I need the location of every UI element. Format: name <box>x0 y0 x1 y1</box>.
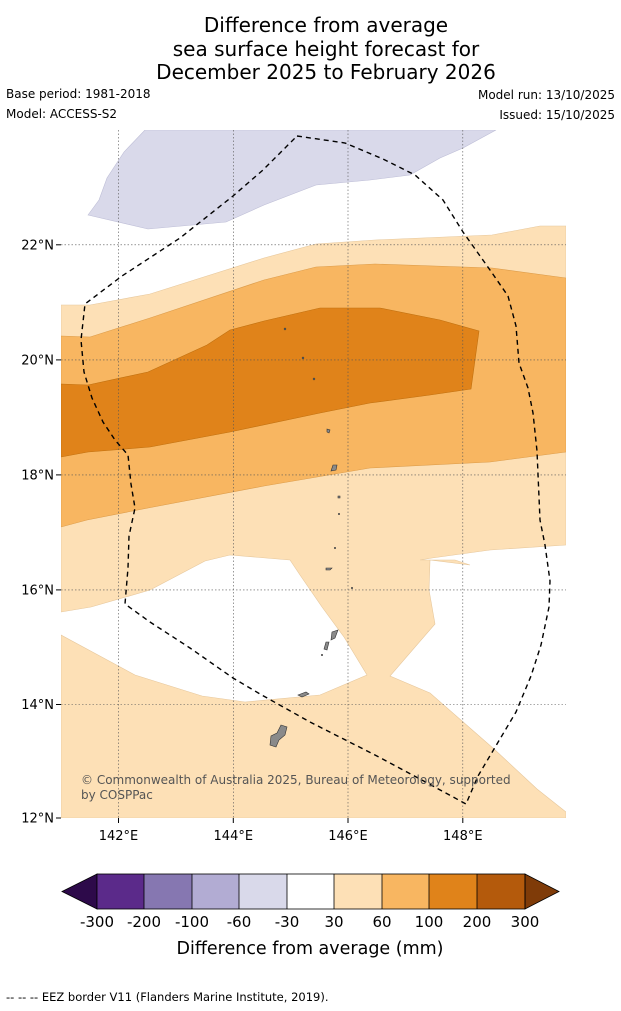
anatahan-island <box>325 567 333 571</box>
mariana-islands <box>269 327 353 748</box>
title-line-3: December 2025 to February 2026 <box>156 60 496 84</box>
colorbar-label: -60 <box>227 913 252 931</box>
colorbar-extend-low <box>61 873 98 910</box>
lat-tick-label: 12°N <box>21 812 54 827</box>
model-name: Model: ACCESS-S2 <box>6 107 118 121</box>
colorbar-label: 100 <box>415 913 444 931</box>
pagan-island <box>330 464 338 472</box>
lat-tick-label: 16°N <box>21 584 54 599</box>
small-islet <box>350 586 353 589</box>
colorbar-label: 60 <box>372 913 391 931</box>
colorbar-label: -30 <box>275 913 300 931</box>
colorbar-label: -200 <box>127 913 161 931</box>
lon-tick: 144°E <box>214 818 254 844</box>
tinian-island <box>323 641 330 651</box>
lat-tick: 12°N <box>21 812 61 827</box>
agrihan-island <box>326 428 331 434</box>
lon-tick: 148°E <box>443 818 483 844</box>
rota-island <box>297 691 310 698</box>
colorbar-label: 30 <box>324 913 343 931</box>
small-islet <box>320 653 323 656</box>
colorbar-segment <box>382 874 429 909</box>
saipan-island <box>330 629 339 641</box>
lat-tick: 14°N <box>21 698 61 713</box>
chart-title: Difference from average sea surface heig… <box>0 13 621 85</box>
contour-100-to-200 <box>61 307 480 458</box>
lat-tick: 22°N <box>21 239 61 254</box>
lat-tick: 20°N <box>21 354 61 369</box>
lon-tick-label: 142°E <box>99 829 139 844</box>
colorbar-segment <box>334 874 382 909</box>
sea-surface-height-map: © Commonwealth of Australia 2025, Bureau… <box>21 130 566 959</box>
copyright-line-2: by COSPPac <box>81 788 153 802</box>
colorbar-segment <box>477 874 525 909</box>
contour-minus-60-to-minus-30 <box>87 130 497 230</box>
title-line-2: sea surface height forecast for <box>172 36 480 61</box>
colorbar-label: 200 <box>463 913 492 931</box>
lat-tick: 16°N <box>21 584 61 599</box>
eez-legend-note: -- -- -- EEZ border V11 (Flanders Marine… <box>6 990 329 1004</box>
lon-tick-label: 144°E <box>214 829 254 844</box>
lat-axis: 22°N 20°N 18°N 16°N 14°N 12°N <box>21 239 61 827</box>
lon-axis: 142°E 144°E 146°E 148°E <box>99 818 483 844</box>
colorbar-extend-high <box>524 873 560 910</box>
colorbar-segment <box>144 874 192 909</box>
map-plot-area: © Commonwealth of Australia 2025, Bureau… <box>61 130 566 818</box>
model-run: Model run: 13/10/2025 <box>477 88 615 102</box>
colorbar-segment <box>239 874 287 909</box>
small-islet <box>301 356 305 360</box>
lat-tick-label: 14°N <box>21 698 54 713</box>
lon-tick: 146°E <box>328 818 368 844</box>
lon-tick: 142°E <box>99 818 139 844</box>
base-period: Base period: 1981-2018 <box>6 87 151 101</box>
colorbar-segment <box>192 874 239 909</box>
small-islet <box>337 512 340 515</box>
alamagan-island <box>337 495 341 499</box>
colorbar-label: -300 <box>80 913 114 931</box>
eez-border <box>80 135 551 805</box>
lat-tick-label: 22°N <box>21 239 54 254</box>
colorbar-segment <box>97 874 144 909</box>
lat-tick-label: 18°N <box>21 469 54 484</box>
colorbar-title: Difference from average (mm) <box>176 939 443 959</box>
map-gridlines <box>61 130 566 818</box>
lon-tick-label: 146°E <box>328 829 368 844</box>
issued-date: Issued: 15/10/2025 <box>499 108 615 122</box>
colorbar-label: -100 <box>175 913 209 931</box>
small-islet <box>333 546 336 549</box>
colorbar-label: 300 <box>511 913 540 931</box>
guam-island <box>269 724 288 748</box>
colorbar-segment <box>287 874 334 909</box>
lon-tick-label: 148°E <box>443 829 483 844</box>
lat-tick-label: 20°N <box>21 354 54 369</box>
lat-tick: 18°N <box>21 469 61 484</box>
small-islet <box>283 327 287 331</box>
title-line-1: Difference from average <box>203 13 449 37</box>
copyright-line-1: © Commonwealth of Australia 2025, Bureau… <box>81 773 511 787</box>
small-islet <box>312 377 316 381</box>
colorbar: -300 -200 -100 -60 -30 30 60 100 200 300… <box>61 873 560 959</box>
colorbar-segment <box>429 874 477 909</box>
